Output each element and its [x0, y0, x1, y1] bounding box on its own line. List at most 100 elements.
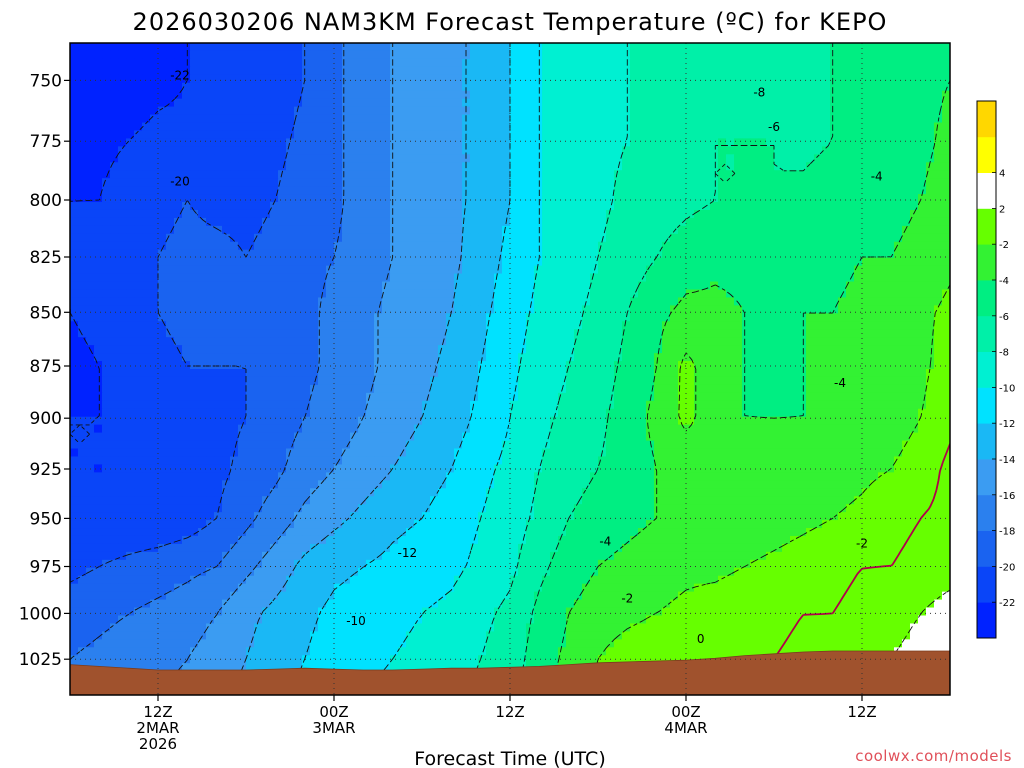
temperature-cell [798, 313, 807, 322]
temperature-cell [326, 138, 335, 147]
temperature-cell [486, 225, 495, 235]
temperature-cell [534, 345, 543, 354]
temperature-cell [710, 257, 719, 267]
temperature-cell [830, 178, 839, 187]
temperature-cell [934, 329, 943, 338]
temperature-cell [910, 114, 919, 124]
temperature-cell [814, 281, 823, 291]
temperature-cell [510, 122, 519, 132]
temperature-cell [478, 305, 487, 314]
temperature-cell [926, 384, 935, 394]
temperature-cell [102, 257, 111, 267]
temperature-cell [390, 249, 399, 259]
temperature-cell [390, 337, 399, 346]
temperature-cell [102, 297, 111, 306]
temperature-cell [438, 369, 447, 378]
temperature-cell [614, 178, 623, 187]
temperature-cell [710, 361, 719, 370]
temperature-cell [774, 392, 783, 402]
temperature-cell [862, 265, 871, 275]
temperature-cell [726, 281, 735, 291]
temperature-cell [758, 194, 767, 203]
temperature-cell [942, 82, 950, 92]
temperature-cell [214, 289, 223, 299]
temperature-cell [518, 345, 527, 354]
temperature-cell [238, 257, 247, 267]
temperature-cell [718, 58, 727, 68]
temperature-cell [166, 217, 175, 227]
temperature-cell [438, 98, 447, 108]
temperature-cell [782, 98, 791, 108]
temperature-cell [454, 209, 463, 219]
temperature-cell [430, 297, 439, 306]
temperature-cell [902, 209, 911, 219]
temperature-cell [566, 50, 575, 60]
temperature-cell [462, 209, 471, 219]
temperature-cell [726, 122, 735, 132]
temperature-cell [814, 345, 823, 354]
temperature-cell [374, 313, 383, 322]
temperature-cell [430, 209, 439, 219]
temperature-cell [166, 313, 175, 322]
temperature-cell [942, 138, 950, 147]
temperature-cell [614, 273, 623, 283]
temperature-cell [846, 43, 855, 52]
temperature-cell [86, 162, 95, 171]
temperature-cell [678, 225, 687, 235]
temperature-cell [294, 392, 303, 402]
temperature-cell [806, 58, 815, 68]
temperature-cell [662, 392, 671, 402]
temperature-cell [782, 353, 791, 362]
temperature-cell [510, 329, 519, 338]
temperature-cell [430, 82, 439, 92]
temperature-cell [622, 162, 631, 171]
temperature-cell [510, 289, 519, 299]
temperature-cell [310, 297, 319, 306]
temperature-cell [766, 329, 775, 338]
temperature-cell [398, 400, 407, 410]
temperature-cell [662, 257, 671, 267]
temperature-cell [118, 194, 127, 203]
temperature-cell [262, 202, 271, 211]
temperature-cell [742, 50, 751, 60]
temperature-cell [774, 178, 783, 187]
temperature-cell [686, 241, 695, 251]
temperature-cell [798, 321, 807, 330]
temperature-cell [734, 146, 743, 155]
temperature-cell [246, 361, 255, 370]
temperature-cell [134, 106, 143, 116]
temperature-cell [574, 305, 583, 314]
temperature-cell [462, 353, 471, 362]
temperature-cell [102, 90, 111, 100]
temperature-cell [398, 98, 407, 108]
temperature-cell [342, 122, 351, 132]
temperature-cell [126, 233, 135, 243]
temperature-cell [518, 122, 527, 132]
temperature-cell [750, 233, 759, 243]
temperature-cell [918, 186, 927, 195]
temperature-cell [806, 233, 815, 243]
temperature-cell [494, 43, 503, 52]
temperature-cell [350, 281, 359, 291]
temperature-cell [398, 202, 407, 211]
temperature-cell [174, 146, 183, 155]
temperature-cell [310, 122, 319, 132]
temperature-cell [206, 178, 215, 187]
temperature-cell [510, 114, 519, 124]
temperature-cell [582, 361, 591, 370]
temperature-cell [694, 90, 703, 100]
temperature-cell [638, 297, 647, 306]
temperature-cell [222, 297, 231, 306]
temperature-cell [726, 43, 735, 52]
temperature-cell [534, 337, 543, 346]
temperature-cell [182, 98, 191, 108]
temperature-cell [254, 82, 263, 92]
temperature-cell [758, 289, 767, 299]
temperature-cell [158, 74, 167, 84]
temperature-cell [798, 138, 807, 147]
temperature-cell [614, 337, 623, 346]
temperature-cell [694, 130, 703, 140]
temperature-cell [566, 162, 575, 171]
temperature-cell [422, 202, 431, 211]
temperature-cell [558, 170, 567, 179]
